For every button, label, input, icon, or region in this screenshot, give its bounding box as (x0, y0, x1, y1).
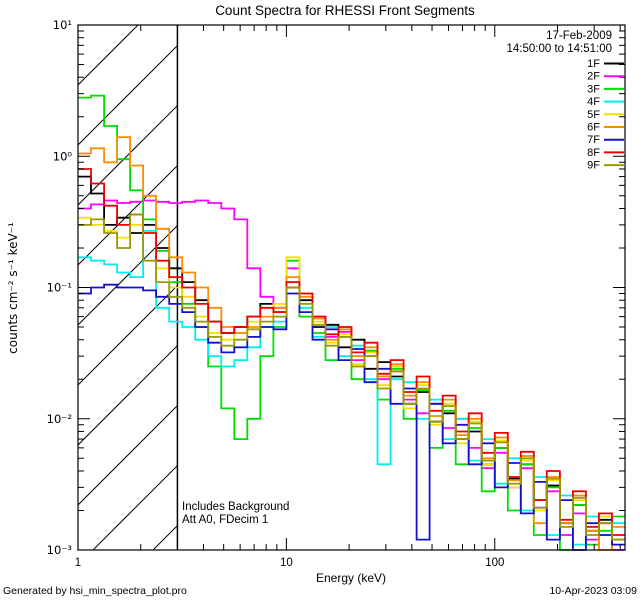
hatch-line (78, 225, 178, 326)
x-tick-label-100: 100 (485, 557, 504, 569)
hatch-line (152, 525, 178, 550)
legend-item-3F: 3F (587, 83, 624, 95)
annotation-attenuator-state: Att A0, FDecim 1 (182, 514, 268, 526)
hatch-line (78, 45, 178, 146)
legend-item-4F: 4F (587, 96, 624, 108)
legend-label-7F: 7F (587, 134, 600, 146)
hatch-line (78, 285, 178, 386)
hatch-line (78, 25, 79, 26)
x-tick-label-1: 1 (75, 557, 81, 569)
legend-item-2F: 2F (587, 71, 624, 83)
hatch-line (92, 465, 178, 550)
header-time-range: 14:50:00 to 14:51:00 (506, 43, 612, 55)
legend-label-6F: 6F (587, 122, 600, 134)
footer-generation-timestamp: 10-Apr-2023 03:09 (549, 585, 637, 597)
legend-label-1F: 1F (587, 58, 600, 70)
y-tick-label-1e1: 10¹ (53, 18, 72, 32)
legend-label-4F: 4F (587, 96, 600, 108)
x-axis-label: Energy (keV) (316, 571, 386, 585)
hatch-region (78, 25, 178, 550)
y-tick-label-1e-1: 10⁻¹ (47, 281, 72, 295)
axis-ticks (77, 24, 625, 551)
hatch-line (78, 25, 139, 86)
y-tick-label-1e-2: 10⁻² (47, 412, 72, 426)
x-tick-label-10: 10 (280, 557, 293, 569)
legend-label-8F: 8F (587, 147, 600, 159)
chart-generated-layer: 1 10 100 10⁻³ 10⁻² 10⁻¹ 10⁰ 10¹ 1F2F3F4F5F6F7F8F… (47, 18, 626, 569)
hatch-line (78, 345, 178, 446)
legend-item-6F: 6F (587, 122, 624, 134)
hatch-line (78, 105, 178, 206)
legend-item-9F: 9F (587, 160, 624, 172)
plot-frame (77, 24, 626, 551)
footer-generator-credit: Generated by hsi_min_spectra_plot.pro (3, 585, 187, 597)
annotation-includes-background: Includes Background (182, 501, 289, 513)
tick-labels: 1 10 100 10⁻³ 10⁻² 10⁻¹ 10⁰ 10¹ (47, 18, 505, 569)
y-tick-label-1e-3: 10⁻³ (47, 543, 73, 557)
y-axis-label: counts cm⁻² s⁻¹ keV⁻¹ (6, 222, 20, 354)
legend-label-5F: 5F (587, 109, 600, 121)
legend-item-5F: 5F (587, 109, 624, 121)
header-date: 17-Feb-2009 (546, 30, 612, 42)
hatch-line (78, 165, 178, 266)
series-line-9F (78, 213, 625, 541)
legend-label-9F: 9F (587, 160, 600, 172)
legend-label-2F: 2F (587, 71, 600, 83)
legend-item-8F: 8F (587, 147, 624, 159)
hatch-line (78, 405, 178, 506)
legend-item-1F: 1F (587, 58, 624, 70)
legend-item-7F: 7F (587, 134, 624, 146)
y-tick-label-1e0: 10⁰ (53, 149, 73, 163)
legend-label-3F: 3F (587, 83, 600, 95)
series-line-4F (78, 230, 625, 546)
chart-title: Count Spectra for RHESSI Front Segments (215, 3, 475, 18)
